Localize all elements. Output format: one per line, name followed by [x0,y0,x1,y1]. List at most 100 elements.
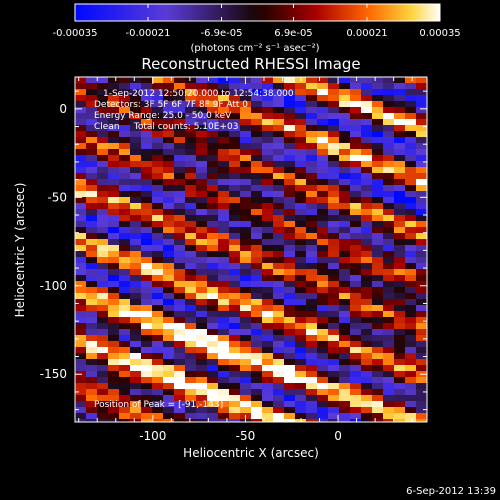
heatmap-cell [262,173,274,180]
heatmap-cell [317,257,329,264]
heatmap-cell [273,209,285,216]
heatmap-cell [416,215,427,222]
heatmap-cell [394,215,406,222]
heatmap-cell [141,359,153,366]
heatmap-cell [218,293,230,300]
heatmap-cell [361,383,373,390]
heatmap-cell [317,179,329,186]
heatmap-cell [317,269,329,276]
heatmap-cell [97,245,109,252]
heatmap-cell [251,299,263,306]
heatmap-cell [196,359,208,366]
heatmap-cell [97,305,109,312]
heatmap-cell [152,101,164,108]
heatmap-cell [75,167,76,174]
heatmap-cell [174,311,186,318]
heatmap-cell [86,293,98,300]
heatmap-cell [86,287,98,294]
heatmap-cell [97,251,109,258]
heatmap-cell [163,383,175,390]
heatmap-cell [97,347,109,354]
heatmap-cell [427,407,439,414]
heatmap-cell [119,101,131,108]
heatmap-cell [185,155,197,162]
heatmap-cell [251,191,263,198]
heatmap-cell [328,281,340,288]
heatmap-cell [416,125,427,132]
heatmap-cell [427,263,439,270]
heatmap-cell [416,209,427,216]
heatmap-cell [317,323,329,330]
heatmap-cell [372,413,384,420]
heatmap-cell [273,287,285,294]
heatmap-cell [328,245,340,252]
heatmap-cell [372,215,384,222]
heatmap-cell [361,263,373,270]
heatmap-cell [141,287,153,294]
heatmap-cell [361,377,373,384]
heatmap-cell [163,287,175,294]
heatmap-cell [218,197,230,204]
heatmap-cell [108,167,120,174]
heatmap-cell [108,377,120,384]
heatmap-cell [163,407,175,414]
heatmap-cell [196,137,208,144]
heatmap-cell [273,347,285,354]
heatmap-cell [339,293,351,300]
heatmap-cell [86,167,98,174]
heatmap-cell [163,311,175,318]
heatmap-cell [229,311,241,318]
heatmap-cell [207,245,219,252]
heatmap-cell [262,359,274,366]
heatmap-cell [163,137,175,144]
heatmap-cell [75,395,87,402]
heatmap-cell [75,227,87,234]
heatmap-cell [75,89,76,96]
colorbar-tick-label: -0.00021 [126,28,171,39]
heatmap-cell [75,173,87,180]
heatmap-cell [284,221,296,228]
heatmap-cell [372,203,384,210]
heatmap-cell [196,125,208,132]
heatmap-cell [273,227,285,234]
heatmap-cell [273,425,285,432]
heatmap-cell [372,419,384,422]
heatmap-cell [240,215,252,222]
heatmap-cell [405,383,417,390]
heatmap-cell [229,155,241,162]
heatmap-cell [405,371,417,378]
heatmap-cell [383,257,395,264]
heatmap-cell [196,119,208,126]
heatmap-cell [394,299,406,306]
heatmap-cell [317,299,329,306]
heatmap-cell [130,395,142,402]
heatmap-cell [174,95,186,102]
heatmap-cell [86,341,98,348]
heatmap-cell [350,77,362,84]
heatmap-cell [229,233,241,240]
heatmap-cell [196,101,208,108]
heatmap-cell [218,89,230,96]
heatmap-cell [394,419,406,422]
heatmap-cell [141,395,153,402]
heatmap-cell [119,353,131,360]
heatmap-cell [383,245,395,252]
heatmap-cell [350,161,362,168]
heatmap-cell [361,209,373,216]
heatmap-cell [119,233,131,240]
heatmap-cell [152,371,164,378]
heatmap-cell [86,107,98,114]
heatmap-cell [251,377,263,384]
heatmap-cell [97,407,109,414]
heatmap-cell [427,107,439,114]
heatmap-cell [273,245,285,252]
heatmap-cell [130,215,142,222]
heatmap-cell [350,227,362,234]
heatmap-cell [383,155,395,162]
heatmap-cell [383,77,395,84]
heatmap-cell [163,257,175,264]
heatmap-cell [207,83,219,90]
heatmap-cell [427,233,439,240]
heatmap-cell [416,425,428,432]
heatmap-cell [207,239,219,246]
